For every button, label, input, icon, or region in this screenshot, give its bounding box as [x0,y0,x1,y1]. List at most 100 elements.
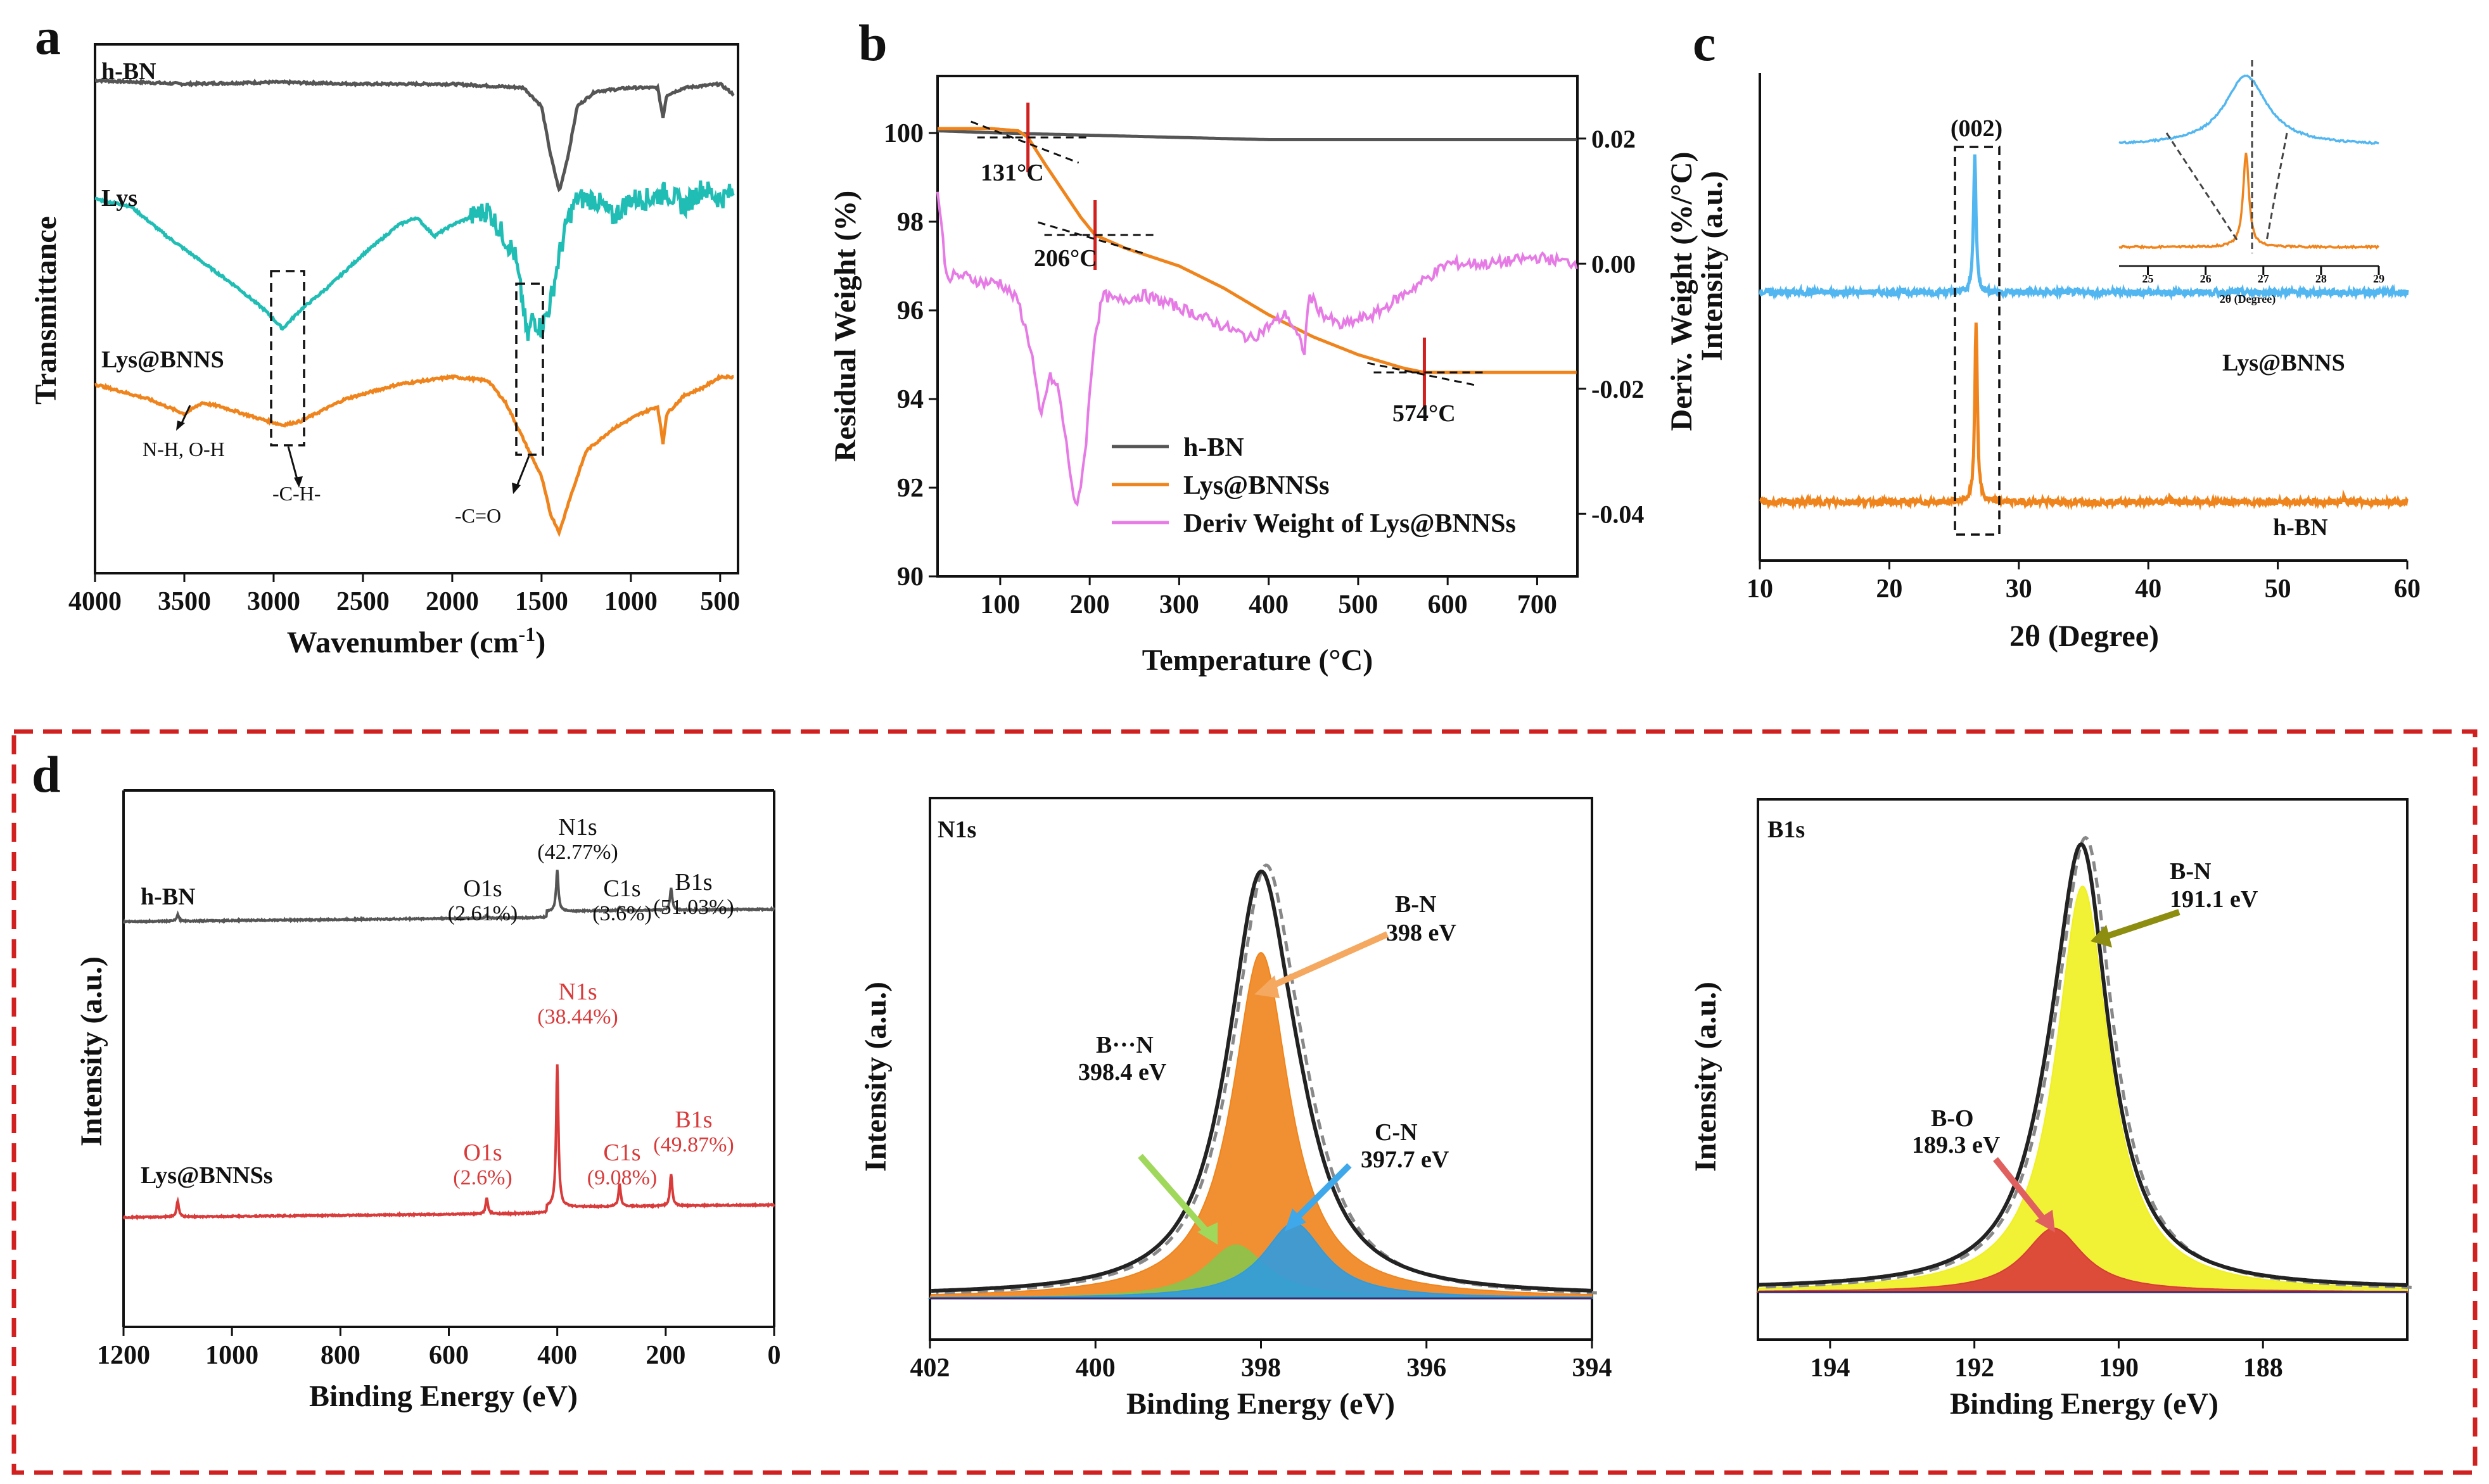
d1-hbn-el-2: C1s [603,875,640,902]
panel-a-line-2 [94,373,734,538]
d2-bn-name: B-N [1395,891,1436,918]
panel-c-label-lys: Lys@BNNS [2222,350,2345,376]
d1-lys-pct-2: (9.08%) [587,1166,657,1189]
inset-guide-left [2165,132,2239,241]
d2-x-ticklabel-0: 402 [910,1354,950,1383]
panel-b-x-ticklabel-3: 400 [1249,590,1289,619]
panel-b-yticklabel-5: 100 [884,119,924,148]
panel-a-arrowhead-nh [176,421,185,431]
panel-b-ann-206: 206°C [1034,245,1097,272]
d1-hbn-el-3: B1s [675,869,712,896]
panel-c-x-ticklabel-4: 50 [2265,574,2291,604]
d2-x-ticks: 402 400 398 396 394 [910,1340,1612,1383]
panel-d-b1s: 194 192 190 188 B1s Intensity (a.u.) Bindin… [1689,798,2412,1421]
d3-series [1756,835,2412,1293]
d2-x-ticklabel-1: 400 [1076,1354,1116,1383]
d2-x-ticklabel-4: 394 [1572,1354,1612,1383]
inset-xlabel: 2θ (Degree) [2220,293,2276,306]
panel-a-co-box [515,282,544,456]
d1-series [122,870,775,1221]
panel-c-series [1759,154,2409,511]
panel-a-ftir: 4000 3500 3000 2500 2000 1500 1000 500 Transmit… [29,43,740,659]
inset-x-ticklabel-1: 26 [2200,272,2212,285]
panel-b-frame [936,75,1579,578]
panel-a-x-ticklabel-1: 3500 [158,587,211,616]
d2-cn-energy: 397.7 eV [1361,1146,1449,1173]
panel-b-y2ticklabel-0: 0.02 [1591,125,1636,153]
d1-ylabel: Intensity (a.u.) [75,956,108,1146]
panel-b-line-0 [937,129,1577,141]
panel-a-x-ticklabel-7: 500 [700,587,740,616]
panel-c-xlabel: 2θ (Degree) [2009,619,2159,653]
d2-raw-envelope [931,869,1593,1293]
d3-x-ticklabel-3: 188 [2243,1354,2283,1383]
panel-c-peak-label: (002) [1951,115,2002,142]
panel-c-line-1 [1759,322,2409,511]
d2-bdn-name: B···N [1096,1032,1154,1058]
d1-hbn-pct-3: (51.03%) [653,896,734,919]
panel-b-x-ticklabel-4: 500 [1338,590,1378,619]
d1-line-1 [122,1064,775,1221]
d1-label-hbn: h-BN [141,884,196,910]
panel-c-x-ticklabel-0: 10 [1747,574,1773,604]
d3-arrow-bn [2102,909,2180,941]
d1-lys-el-0: O1s [463,1139,502,1166]
d2-cn-name: C-N [1375,1119,1418,1146]
panel-d-survey: 1200 1000 800 600 400 200 0 O1s(2.61%)N1s(42.7… [75,789,781,1413]
d2-bn-energy: 398 eV [1386,920,1456,946]
panel-c-label-hbn: h-BN [2273,514,2328,541]
d2-fit-envelope [936,863,1597,1295]
d3-bo-name: B-O [1931,1105,1974,1132]
d2-x-ticklabel-3: 396 [1406,1354,1446,1383]
d2-arrow-cn [1290,1163,1352,1225]
panel-b-yticklabel-2: 94 [897,385,924,414]
d3-x-ticklabel-0: 194 [1810,1354,1850,1383]
d3-frame [1757,798,2409,1341]
panel-c-x-ticklabel-2: 30 [2006,574,2032,604]
panel-b-x-ticklabel-2: 300 [1159,590,1199,619]
legend-label-lys: Lys@BNNSs [1183,471,1330,500]
panel-b-line-1 [938,127,1577,374]
panel-c-x-ticklabel-3: 40 [2135,574,2161,604]
panel-b-tangent-0 [971,120,1079,164]
panel-d-border [11,729,2478,1475]
d1-line-0 [122,870,775,925]
d2-xlabel: Binding Energy (eV) [1126,1387,1395,1421]
inset-line-1 [2118,153,2380,250]
panel-label-d: d [32,745,61,803]
d3-xlabel: Binding Energy (eV) [1950,1387,2218,1421]
d1-xlabel: Binding Energy (eV) [309,1379,578,1413]
panel-a-x-ticklabel-3: 2500 [336,587,390,616]
d2-bdn-energy: 398.4 eV [1078,1059,1167,1086]
d2-title: N1s [938,816,976,843]
inset-x-ticks: 25 26 27 28 29 [2142,266,2384,285]
panel-a-ch-box [270,270,305,447]
d3-x-ticklabel-1: 192 [1954,1354,1994,1383]
panel-a-label-lys: Lys [101,185,137,212]
d2-ylabel: Intensity (a.u.) [859,982,893,1172]
legend-label-hbn: h-BN [1183,433,1244,462]
d3-component-0 [1757,885,2408,1293]
panel-b-ticks: 100 200 300 400 500 600 700 90 92 94 96 98 100 0.02 0.… [884,119,1644,619]
d3-component-1 [1756,1227,2408,1293]
d3-x-ticklabel-2: 190 [2099,1354,2139,1383]
panel-a-xlabel-main: Wavenumber (cm [287,626,519,659]
d3-arrowhead-bo [2035,1210,2055,1233]
panel-a-ylabel: Transmittance [29,216,63,405]
d3-bo-energy: 189.3 eV [1912,1132,2001,1158]
panel-b-legend: h-BN Lys@BNNSs Deriv Weight of Lys@BNNSs [1112,433,1516,538]
panel-b-tga: 100 200 300 400 500 600 700 90 92 94 96 98 100 0.02 0.… [829,75,1698,677]
d1-label-lys: Lys@BNNSs [141,1162,273,1189]
panel-b-x-ticklabel-0: 100 [980,590,1020,619]
panel-c-x-ticklabel-1: 20 [1876,574,1902,604]
panel-b-tangent-1 [1038,221,1147,255]
panel-b-series [936,127,1578,507]
panel-b-yticklabel-3: 96 [897,296,924,326]
d3-arrow-bo [1993,1157,2049,1225]
panel-b-y2ticklabel-1: 0.00 [1591,250,1636,278]
panel-b-onset-markers [971,103,1488,407]
panel-a-series [94,77,735,538]
panel-a-arrow-ch [287,446,299,482]
d2-arrowhead-bn [1254,975,1280,998]
